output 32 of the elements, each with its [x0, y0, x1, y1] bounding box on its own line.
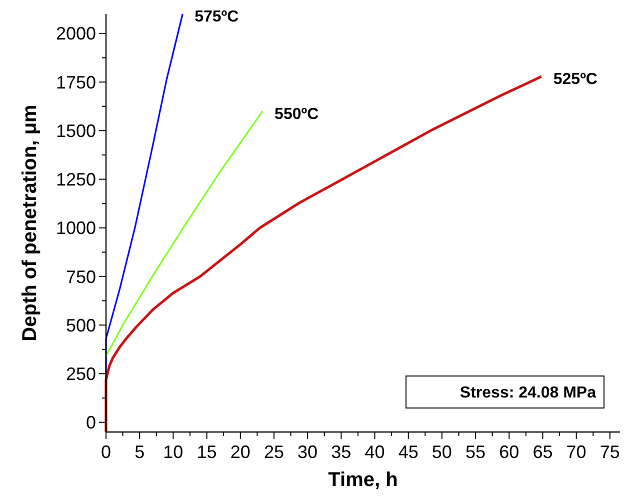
x-tick-label: 45 — [398, 442, 418, 462]
x-tick-label: 50 — [432, 442, 452, 462]
y-tick-label: 500 — [66, 315, 96, 336]
x-tick-label: 75 — [600, 442, 620, 462]
x-tick-label: 20 — [230, 442, 250, 462]
x-tick-label: 5 — [134, 442, 145, 462]
x-tick-label: 55 — [466, 442, 486, 462]
y-tick-label: 1500 — [56, 120, 96, 141]
y-tick-label: 0 — [86, 412, 96, 433]
x-tick-label: 10 — [163, 442, 184, 462]
x-tick-label: 30 — [298, 442, 318, 462]
x-tick-label: 25 — [264, 442, 284, 462]
x-tick-label: 65 — [532, 442, 553, 462]
annotation: 575ºC — [194, 8, 240, 26]
annotation: Stress: 24.08 MPa — [460, 384, 596, 402]
y-tick-label: 250 — [66, 364, 96, 384]
y-axis-title: Depth of penetration, μm — [19, 104, 41, 342]
y-tick-label: 1250 — [56, 170, 96, 190]
y-tick-label: 1750 — [56, 72, 96, 92]
x-tick-label: 15 — [196, 442, 217, 462]
annotation: 525ºC — [553, 71, 598, 88]
y-tick-label: 2000 — [56, 24, 96, 44]
y-tick-label: 1000 — [56, 218, 96, 238]
annotation: 550ºC — [274, 106, 320, 123]
x-tick-label: 35 — [331, 442, 352, 462]
line-series — [105, 110, 264, 357]
x-tick-label: 40 — [364, 442, 385, 462]
x-tick-label: 60 — [499, 442, 520, 462]
x-tick-label: 70 — [566, 442, 586, 462]
x-tick-label: 0 — [100, 442, 112, 462]
x-axis-title: Time, h — [328, 469, 398, 491]
y-tick-label: 750 — [66, 266, 96, 287]
